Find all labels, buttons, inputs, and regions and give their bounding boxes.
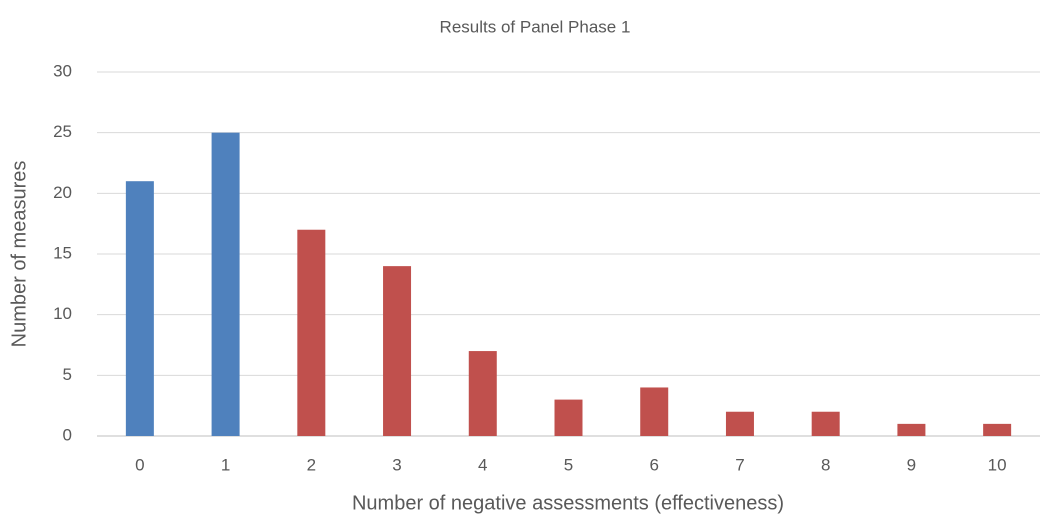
x-tick-label: 7 xyxy=(735,455,744,474)
bar xyxy=(983,423,1012,436)
y-tick-label: 20 xyxy=(53,183,72,202)
x-tick-label: 3 xyxy=(392,455,401,474)
bar xyxy=(383,266,412,436)
y-tick-label: 5 xyxy=(63,365,72,384)
x-tick-label: 0 xyxy=(135,455,144,474)
y-tick-label: 0 xyxy=(63,425,72,444)
y-tick-label: 15 xyxy=(53,243,72,262)
x-tick-label: 5 xyxy=(564,455,573,474)
x-tick-label: 9 xyxy=(907,455,916,474)
bar xyxy=(897,423,926,436)
x-tick-label: 10 xyxy=(988,455,1007,474)
chart-title: Results of Panel Phase 1 xyxy=(440,17,631,36)
x-tick-label: 4 xyxy=(478,455,487,474)
bar xyxy=(211,132,240,436)
bar xyxy=(125,181,154,436)
x-tick-label: 1 xyxy=(221,455,230,474)
y-axis-label: Number of measures xyxy=(8,161,30,348)
y-tick-label: 10 xyxy=(53,304,72,323)
bar xyxy=(811,411,840,436)
y-tick-label: 25 xyxy=(53,122,72,141)
y-tick-label: 30 xyxy=(53,61,72,80)
x-axis-label: Number of negative assessments (effectiv… xyxy=(352,492,784,514)
x-tick-label: 6 xyxy=(649,455,658,474)
x-tick-label: 2 xyxy=(307,455,316,474)
bar xyxy=(640,387,669,436)
bar xyxy=(725,411,754,436)
bar xyxy=(468,351,497,436)
bar xyxy=(554,399,583,436)
bar xyxy=(297,229,326,436)
x-tick-label: 8 xyxy=(821,455,830,474)
